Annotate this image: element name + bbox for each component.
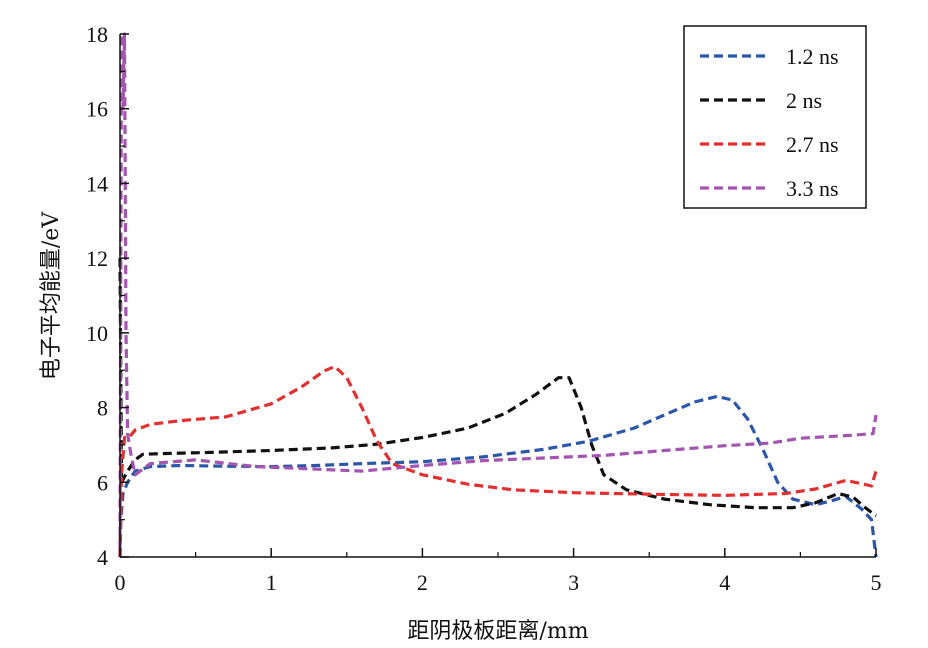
x-tick-label: 4 (719, 570, 730, 595)
y-tick-label: 12 (86, 246, 108, 271)
legend-label: 2 ns (786, 88, 822, 113)
y-tick-label: 18 (86, 22, 108, 47)
y-tick-label: 14 (86, 171, 108, 196)
y-tick-label: 16 (86, 97, 108, 122)
series-line-2-ns (118, 258, 877, 518)
legend-label: 1.2 ns (786, 44, 839, 69)
series-layer (118, 32, 878, 558)
y-tick-label: 4 (97, 545, 108, 570)
legend-box (683, 25, 867, 209)
series-line-3-3-ns (118, 32, 878, 550)
y-axis-title: 电子平均能量/eV (39, 211, 64, 380)
x-axis-title: 距阴极板距离/mm (407, 619, 588, 644)
y-tick-label: 10 (86, 321, 108, 346)
legend: 1.2 ns 2 ns 2.7 ns 3.3 ns (683, 25, 867, 209)
y-tick-label: 8 (97, 396, 108, 421)
x-tick-label: 3 (568, 570, 579, 595)
legend-label: 2.7 ns (786, 132, 839, 157)
legend-label: 3.3 ns (786, 176, 839, 201)
x-tick-label: 1 (266, 570, 277, 595)
series-line-1-2-ns (118, 394, 878, 558)
x-tick-label: 5 (871, 570, 882, 595)
x-tick-label: 2 (417, 570, 428, 595)
x-tick-label: 0 (115, 570, 126, 595)
y-tick-label: 6 (97, 470, 108, 495)
series-line-2-7-ns (118, 364, 878, 558)
